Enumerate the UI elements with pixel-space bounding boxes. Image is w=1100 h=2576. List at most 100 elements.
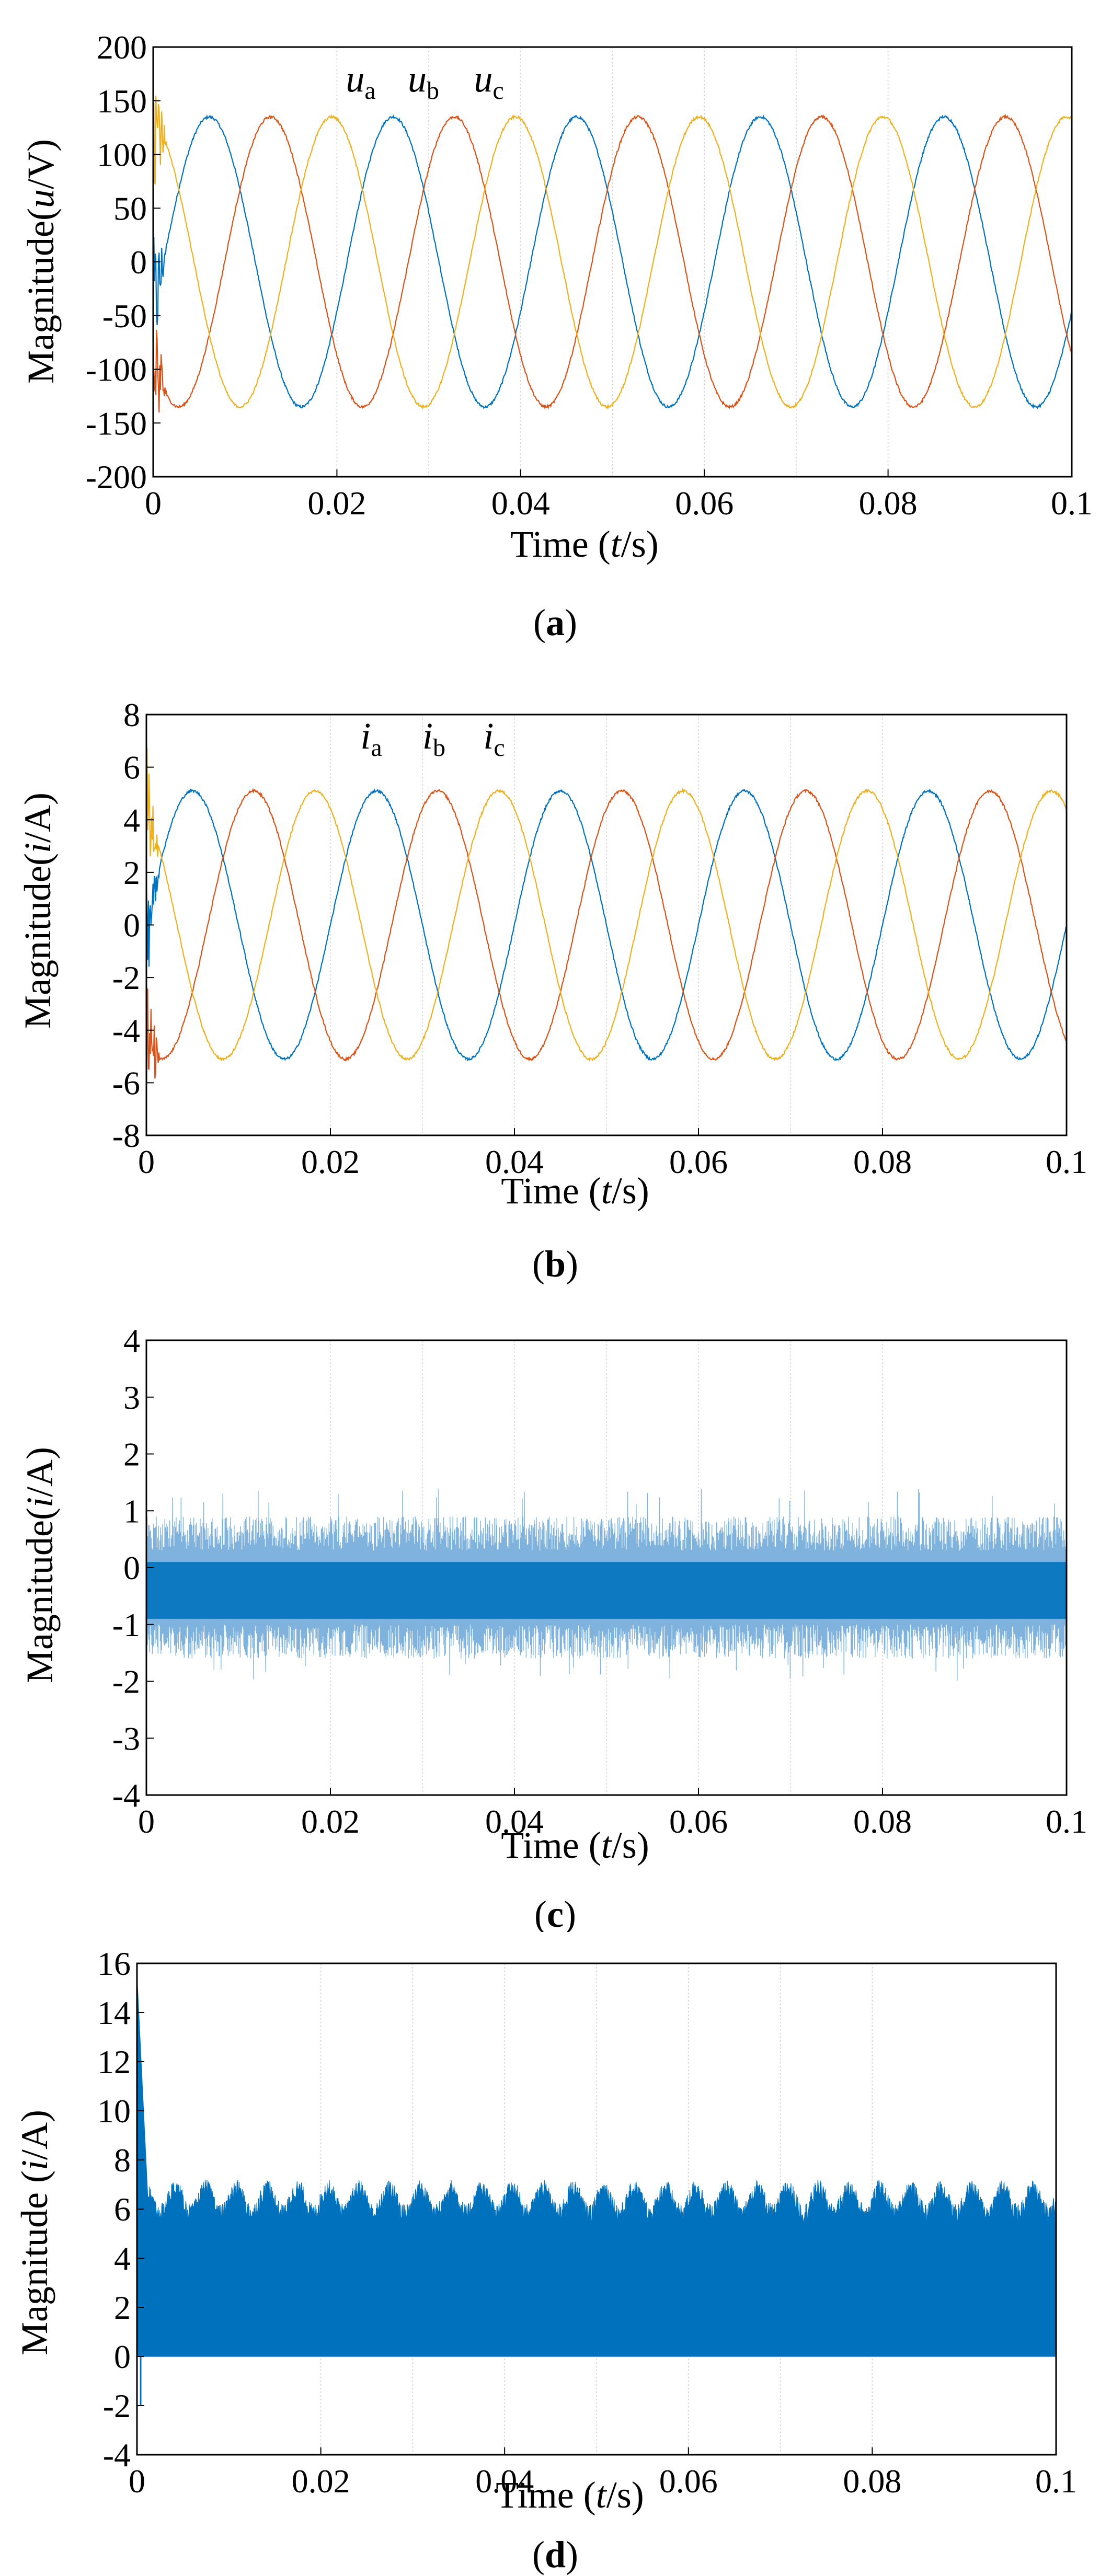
x-tick-label: 0.08 bbox=[853, 1143, 912, 1180]
y-tick-label: -2 bbox=[112, 959, 140, 996]
x-tick-label: 0.04 bbox=[485, 1143, 544, 1180]
x-tick-label: 0.1 bbox=[1046, 1803, 1087, 1840]
y-axis-title-c: Magnitude(i/A) bbox=[19, 1447, 61, 1683]
plot-area-a bbox=[336, 47, 889, 477]
x-tick-label: 0.1 bbox=[1046, 1143, 1087, 1180]
y-tick-label: -4 bbox=[103, 2436, 131, 2474]
series-group-a bbox=[153, 96, 1072, 413]
x-tick-label: 0 bbox=[145, 485, 162, 522]
y-tick-label: 14 bbox=[97, 1994, 131, 2031]
x-tick-label: 0.06 bbox=[659, 2463, 718, 2500]
x-tick-labels-d: 0 0.02 0.04 0.06 0.08 0.1 bbox=[129, 2447, 1077, 2500]
y-tick-label: -2 bbox=[103, 2387, 131, 2424]
caption-c: (c) bbox=[534, 1893, 576, 1932]
y-tick-label: 6 bbox=[114, 2191, 131, 2228]
y-tick-label: 0 bbox=[114, 2338, 131, 2375]
x-tick-label: 0.02 bbox=[307, 485, 366, 522]
x-tick-label: 0.08 bbox=[853, 1803, 912, 1840]
y-tick-label: 8 bbox=[123, 696, 140, 733]
x-tick-label: 0.1 bbox=[1051, 485, 1093, 522]
x-tick-label: 0.02 bbox=[292, 2463, 350, 2500]
x-tick-label: 0.04 bbox=[485, 1803, 544, 1840]
y-tick-labels-d: 16 14 12 10 8 6 4 2 0 -2 -4 bbox=[97, 1945, 144, 2474]
y-tick-label: 150 bbox=[97, 83, 147, 120]
y-axis-title-d: Magnitude (i/A) bbox=[14, 2110, 55, 2355]
y-tick-label: 0 bbox=[123, 907, 140, 944]
y-tick-label: -1 bbox=[112, 1606, 140, 1643]
y-tick-label: 6 bbox=[123, 749, 140, 786]
y-tick-label: -8 bbox=[112, 1117, 140, 1154]
x-tick-label: 0 bbox=[138, 1803, 155, 1840]
x-axis-title-c: Time (t/s) bbox=[501, 1824, 649, 1866]
phase-label-ua: ua bbox=[346, 58, 375, 105]
x-tick-label: 0.08 bbox=[859, 485, 918, 522]
y-tick-label: 100 bbox=[97, 136, 147, 174]
x-tick-label: 0 bbox=[129, 2463, 145, 2500]
phase-labels-a: ua ub uc bbox=[346, 58, 503, 105]
y-tick-labels-b: 8 6 4 2 0 -2 -4 -6 -8 bbox=[112, 696, 154, 1154]
noise-core-band bbox=[146, 1562, 1067, 1619]
y-tick-label: -3 bbox=[112, 1720, 140, 1757]
y-tick-label: 4 bbox=[123, 1322, 140, 1359]
y-tick-label: 10 bbox=[97, 2092, 131, 2130]
y-tick-label: -150 bbox=[86, 405, 147, 442]
series-line-ub bbox=[153, 113, 1072, 413]
y-tick-labels-a: 200 150 100 50 0 -50 -100 -150 -200 bbox=[86, 29, 161, 496]
series-group-b bbox=[146, 748, 1067, 1105]
x-axis-title-a: Time (t/s) bbox=[510, 523, 658, 565]
x-tick-label: 0.02 bbox=[301, 1803, 360, 1840]
x-axis-title-b: Time (t/s) bbox=[501, 1170, 649, 1212]
series-line-uc bbox=[153, 96, 1072, 410]
y-tick-label: -4 bbox=[112, 1777, 140, 1814]
current-area bbox=[137, 1975, 1056, 2357]
y-tick-label: 2 bbox=[114, 2289, 131, 2326]
y-tick-label: -4 bbox=[112, 1012, 140, 1049]
y-tick-label: 12 bbox=[97, 2043, 131, 2080]
y-tick-label: 16 bbox=[97, 1945, 131, 1982]
x-tick-label: 0.08 bbox=[843, 2463, 901, 2500]
phase-label-ib: ib bbox=[422, 715, 445, 762]
y-tick-label: 0 bbox=[130, 244, 147, 281]
plot-area-b bbox=[330, 715, 883, 1135]
y-tick-label: 4 bbox=[114, 2240, 131, 2277]
y-tick-label: 1 bbox=[123, 1492, 140, 1530]
x-tick-label: 0.06 bbox=[669, 1143, 728, 1180]
y-tick-label: 4 bbox=[123, 801, 140, 838]
y-tick-label: 0 bbox=[123, 1549, 140, 1586]
y-tick-label: -50 bbox=[102, 297, 147, 335]
caption-d: (d) bbox=[532, 2534, 578, 2575]
y-axis-title-b: Magnitude(i/A) bbox=[17, 792, 59, 1029]
y-tick-label: 8 bbox=[114, 2142, 131, 2179]
x-tick-label: 0 bbox=[138, 1143, 155, 1180]
y-tick-labels-c: 4 3 2 1 0 -1 -2 -3 -4 bbox=[112, 1322, 154, 1814]
series-group-c bbox=[146, 1488, 1067, 1681]
plot-frame-a bbox=[152, 46, 1073, 478]
series-line-ua bbox=[153, 114, 1072, 410]
x-tick-label: 0.1 bbox=[1035, 2463, 1077, 2500]
panel-b: ia ib ic 0 0.02 0.04 0.06 0.08 0.1 8 6 4 2 0 -2 -4 -6 -… bbox=[17, 696, 1087, 1285]
y-tick-label: 3 bbox=[123, 1379, 140, 1416]
phase-label-ia: ia bbox=[360, 715, 382, 762]
phase-label-ub: ub bbox=[408, 58, 439, 105]
y-tick-label: -2 bbox=[112, 1663, 140, 1700]
y-tick-label: 200 bbox=[97, 29, 147, 66]
panel-a: ua ub uc 0 0.02 0.04 0.06 0.08 0.1 200 150 100 50 0… bbox=[20, 29, 1093, 643]
y-axis-title-a: Magnitude(u/V) bbox=[20, 139, 62, 384]
phase-label-ic: ic bbox=[483, 715, 505, 762]
x-tick-label: 0.06 bbox=[669, 1803, 728, 1840]
panel-d: 0 0.02 0.04 0.06 0.08 0.1 16 14 12 10 8 6 4 2 0 -2 -4 T… bbox=[14, 1945, 1077, 2575]
caption-b: (b) bbox=[532, 1243, 578, 1285]
panel-c: 0 0.02 0.04 0.06 0.08 0.1 4 3 2 1 0 -1 -2 -3 -4 Time … bbox=[19, 1322, 1087, 1932]
caption-a: (a) bbox=[533, 602, 577, 643]
y-tick-label: 2 bbox=[123, 854, 140, 891]
x-tick-labels-b: 0 0.02 0.04 0.06 0.08 0.1 bbox=[138, 1128, 1087, 1180]
series-group-d bbox=[137, 1975, 1056, 2406]
phase-labels-b: ia ib ic bbox=[360, 715, 505, 762]
phase-label-uc: uc bbox=[474, 58, 503, 105]
x-tick-label: 0.02 bbox=[301, 1143, 360, 1180]
y-tick-label: -6 bbox=[112, 1064, 140, 1101]
y-tick-label: 2 bbox=[123, 1436, 140, 1473]
series-line-ib bbox=[146, 788, 1067, 1105]
y-tick-label: -200 bbox=[86, 458, 147, 496]
